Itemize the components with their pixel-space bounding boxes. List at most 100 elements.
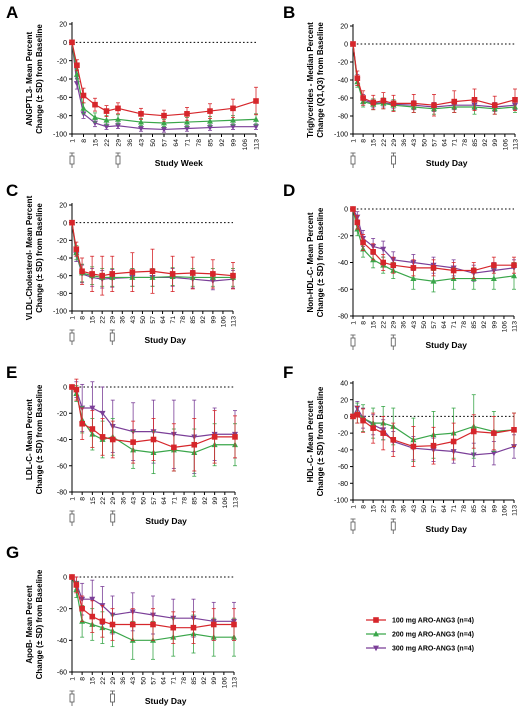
- x-tick-label: 99: [211, 677, 218, 685]
- data-point: [89, 613, 96, 620]
- x-tick-label: 29: [391, 321, 398, 329]
- syringe-icon: [350, 518, 356, 534]
- x-tick-label: 78: [462, 139, 469, 147]
- data-point: [103, 124, 110, 130]
- data-point: [73, 582, 80, 588]
- x-axis-label: Study Day: [425, 524, 467, 534]
- data-point: [92, 101, 98, 108]
- x-tick-label: 71: [170, 316, 177, 324]
- x-tick-label: 64: [442, 139, 449, 147]
- y-tick-label: -20: [57, 238, 67, 245]
- x-tick-label: 85: [192, 497, 199, 505]
- x-tick-label: 113: [512, 139, 519, 150]
- data-point: [253, 98, 259, 104]
- y-tick-label: 0: [63, 575, 67, 582]
- syringe-barrel: [391, 155, 396, 165]
- y-tick-label: -60: [338, 96, 348, 103]
- x-tick-label: 78: [181, 677, 188, 685]
- syringe-barrel: [390, 337, 396, 347]
- data-point: [109, 436, 116, 443]
- x-tick-label: 106: [221, 677, 228, 689]
- y-tick-label: -60: [57, 95, 67, 102]
- x-tick-label: 8: [80, 497, 87, 501]
- data-point: [511, 262, 517, 268]
- x-tick-label: 99: [491, 321, 498, 329]
- x-tick-label: 57: [150, 316, 157, 324]
- y-axis-label: Change (± SD) from Baseline: [35, 203, 44, 313]
- x-tick-label: 57: [431, 505, 438, 513]
- series-line: [71, 576, 234, 629]
- data-point: [511, 427, 517, 433]
- data-point: [150, 621, 156, 628]
- x-tick-label: 99: [212, 497, 219, 505]
- data-point: [390, 437, 397, 443]
- panel-letter: F: [283, 363, 293, 382]
- x-tick-label: 92: [202, 497, 209, 505]
- y-axis-label: LDL-C- Mean Percent: [25, 399, 34, 480]
- y-tick-label: 20: [59, 203, 67, 210]
- x-tick-label: 22: [381, 321, 388, 329]
- data-point: [89, 596, 96, 603]
- x-axis-label: Study Day: [426, 158, 468, 168]
- x-tick-label: 1: [69, 497, 76, 501]
- y-tick-label: 0: [344, 414, 348, 421]
- series-line: [71, 386, 235, 448]
- x-tick-label: 99: [491, 505, 498, 513]
- panel-letter: E: [6, 363, 17, 382]
- data-point: [115, 123, 121, 129]
- data-point: [80, 105, 87, 111]
- data-point: [109, 271, 116, 277]
- data-point: [380, 430, 386, 436]
- data-point: [370, 425, 376, 431]
- x-tick-label: 64: [441, 505, 448, 513]
- x-tick-label: 36: [120, 677, 127, 685]
- legend-marker: [373, 645, 379, 652]
- x-tick-label: 113: [253, 139, 260, 150]
- syringe-icon: [69, 510, 75, 526]
- x-tick-label: 22: [381, 505, 388, 513]
- x-tick-label: 22: [100, 316, 107, 324]
- x-tick-label: 8: [79, 316, 86, 320]
- syringe-barrel: [350, 155, 356, 165]
- x-tick-label: 50: [421, 139, 428, 147]
- y-tick-label: -60: [57, 273, 67, 280]
- y-tick-label: -20: [338, 431, 348, 438]
- y-tick-label: -20: [338, 60, 348, 67]
- x-tick-label: 71: [171, 497, 178, 505]
- x-tick-label: 85: [471, 321, 478, 329]
- x-tick-label: 92: [482, 139, 489, 147]
- y-axis-label: Change (± SD) from Baseline: [35, 384, 44, 494]
- data-point: [491, 430, 497, 436]
- data-point: [491, 102, 498, 108]
- x-tick-label: 22: [104, 139, 111, 147]
- syringe-barrel: [109, 332, 115, 342]
- data-point: [189, 270, 196, 276]
- x-tick-label: 71: [171, 677, 178, 685]
- y-axis-label: Triglycerides - Median Percent: [306, 22, 315, 138]
- x-tick-label: 1: [350, 321, 357, 325]
- syringe-icon: [69, 152, 75, 168]
- syringe-icon: [115, 152, 121, 168]
- data-point: [115, 105, 121, 112]
- data-point: [410, 100, 417, 107]
- x-tick-label: 36: [120, 497, 127, 505]
- y-tick-label: 20: [59, 22, 67, 29]
- x-axis-label: Study Week: [155, 158, 203, 168]
- syringe-barrel: [350, 521, 356, 531]
- data-point: [231, 621, 237, 628]
- data-point: [511, 444, 517, 450]
- data-point: [184, 118, 190, 125]
- data-point: [253, 124, 259, 130]
- data-point: [79, 268, 85, 275]
- x-tick-label: 50: [421, 321, 428, 329]
- x-tick-label: 106: [501, 321, 508, 333]
- data-point: [354, 75, 361, 81]
- x-tick-label: 71: [451, 505, 458, 513]
- x-tick-label: 1: [69, 677, 76, 681]
- series-line: [352, 43, 516, 106]
- data-point: [169, 271, 176, 277]
- data-point: [73, 246, 80, 252]
- y-tick-label: -60: [57, 670, 67, 677]
